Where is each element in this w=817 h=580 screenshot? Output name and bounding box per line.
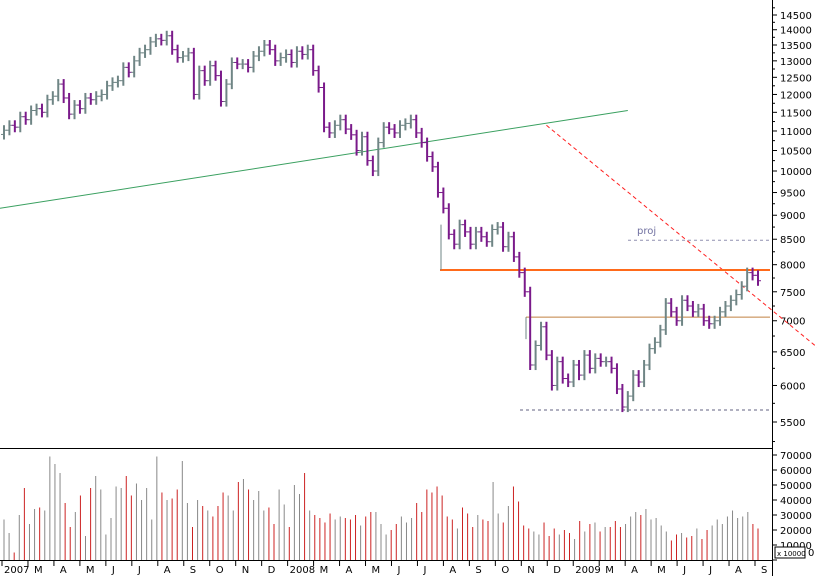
x-tick-label: D xyxy=(553,565,561,576)
x-tick-label: S xyxy=(190,565,196,576)
x-tick-label: M xyxy=(86,565,95,576)
x-tick-label: J xyxy=(137,565,141,576)
x-tick-label: J xyxy=(682,565,686,576)
x-tick-label: J xyxy=(396,565,400,576)
x-tick-label: D xyxy=(268,565,276,576)
x-tick-label: A xyxy=(346,565,353,576)
y-tick-label: 9000 xyxy=(780,211,805,222)
x-tick-label: M xyxy=(372,565,381,576)
x-tick-label: J xyxy=(708,565,712,576)
y-tick-label: 10500 xyxy=(780,147,812,158)
x-tick-label: A xyxy=(631,565,638,576)
x-tick-label: 2009 xyxy=(575,565,600,576)
y-tick-label: 6500 xyxy=(780,348,805,359)
volume-y-tick-label: 70000 xyxy=(780,451,812,462)
volume-y-tick-label: 40000 xyxy=(780,496,812,507)
volume-y-tick-label: 20000 xyxy=(780,526,812,537)
x-tick-label: A xyxy=(164,565,171,576)
y-tick-label: 11500 xyxy=(780,108,812,119)
volume-y-tick-label: 60000 xyxy=(780,466,812,477)
trend-line xyxy=(546,124,817,348)
x-tick-label: N xyxy=(242,565,249,576)
y-tick-label: 13500 xyxy=(780,41,812,52)
x-tick-label: M xyxy=(34,565,43,576)
x-tick-label: N xyxy=(527,565,534,576)
volume-y-tick-label: 50000 xyxy=(780,481,812,492)
x-tick-label: M xyxy=(657,565,666,576)
y-tick-label: 9500 xyxy=(780,189,805,200)
y-tick-label: 11000 xyxy=(780,127,812,138)
x-tick-label: M xyxy=(605,565,614,576)
volume-y-tick-label: 0 xyxy=(808,548,814,559)
y-tick-label: 12500 xyxy=(780,73,812,84)
x-tick-label: A xyxy=(60,565,67,576)
y-tick-label: 8500 xyxy=(780,235,805,246)
x-tick-label: A xyxy=(735,565,742,576)
x-tick-label: J xyxy=(422,565,426,576)
volume-unit-label: x 10000 xyxy=(777,550,806,558)
y-tick-label: 13000 xyxy=(780,57,812,68)
x-tick-label: O xyxy=(216,565,224,576)
y-tick-label: 14500 xyxy=(780,11,812,22)
x-tick-label: M xyxy=(320,565,329,576)
x-tick-label: 2008 xyxy=(290,565,315,576)
y-tick-label: 8000 xyxy=(780,261,805,272)
y-tick-label: 7000 xyxy=(780,317,805,328)
volume-unit-box xyxy=(774,546,806,559)
y-tick-label: 6000 xyxy=(780,381,805,392)
y-tick-label: 10000 xyxy=(780,167,812,178)
x-tick-label: S xyxy=(761,565,767,576)
y-tick-label: 12000 xyxy=(780,90,812,101)
trend-line xyxy=(0,110,628,209)
x-tick-label: 2007 xyxy=(4,565,29,576)
y-tick-label: 5500 xyxy=(780,418,805,429)
x-tick-label: S xyxy=(475,565,481,576)
x-tick-label: J xyxy=(111,565,115,576)
y-tick-label: 7500 xyxy=(780,288,805,299)
x-tick-label: A xyxy=(449,565,456,576)
y-tick-label: 14000 xyxy=(780,26,812,37)
proj-label: proj xyxy=(637,226,656,237)
x-tick-label: O xyxy=(501,565,509,576)
volume-y-tick-label: 30000 xyxy=(780,511,812,522)
